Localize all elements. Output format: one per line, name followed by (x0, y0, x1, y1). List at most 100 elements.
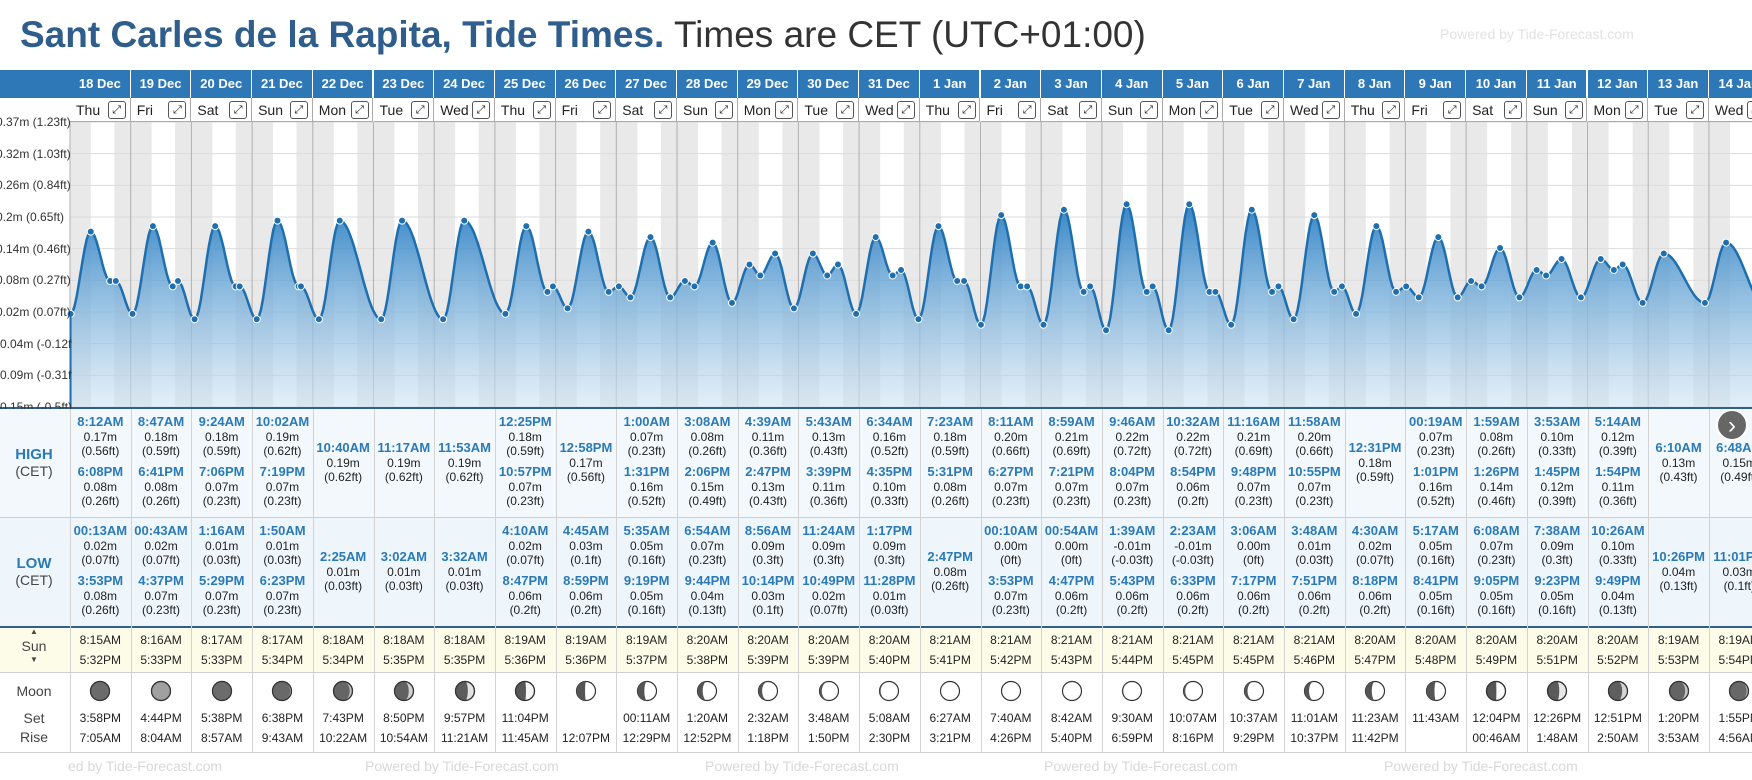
day-date-header[interactable]: 6 Jan (1223, 70, 1284, 98)
day-date-header[interactable]: 7 Jan (1284, 70, 1345, 98)
expand-day-icon[interactable]: ⤢ (775, 101, 794, 119)
day-date-header[interactable]: 9 Jan (1405, 70, 1467, 98)
low-tide-point[interactable] (1227, 320, 1236, 329)
high-tide-point[interactable] (86, 227, 95, 236)
low-tide-point[interactable] (1079, 287, 1088, 296)
expand-day-icon[interactable]: ⤢ (1078, 101, 1097, 119)
low-tide-point[interactable] (690, 282, 699, 291)
low-tide-point[interactable] (252, 315, 261, 324)
day-date-header[interactable]: 24 Dec (434, 70, 495, 98)
high-tide-point[interactable] (1185, 200, 1194, 209)
low-tide-point[interactable] (1330, 287, 1339, 296)
high-tide-point[interactable] (1467, 276, 1476, 285)
low-tide-point[interactable] (727, 298, 736, 307)
low-tide-point[interactable] (231, 282, 240, 291)
high-tide-point[interactable] (1086, 282, 1095, 291)
high-tide-point[interactable] (1310, 211, 1319, 220)
day-date-header[interactable]: 5 Jan (1162, 70, 1224, 98)
powered-by-footer[interactable]: Powered by Tide-Forecast.com (1384, 758, 1578, 774)
low-tide-point[interactable] (888, 271, 897, 280)
high-tide-point[interactable] (1274, 282, 1283, 291)
low-tide-point[interactable] (1164, 326, 1173, 335)
expand-day-icon[interactable]: ⤢ (957, 101, 976, 119)
high-tide-point[interactable] (296, 282, 305, 291)
day-date-header[interactable]: 2 Jan (980, 70, 1042, 98)
high-tide-point[interactable] (960, 276, 969, 285)
high-tide-point[interactable] (614, 282, 623, 291)
day-date-header[interactable]: 11 Jan (1526, 70, 1588, 98)
expand-day-icon[interactable]: ⤢ (1625, 101, 1644, 119)
expand-day-icon[interactable]: ⤢ (289, 101, 308, 119)
day-date-header[interactable]: 27 Dec (616, 70, 677, 98)
day-date-header[interactable]: 20 Dec (191, 70, 253, 98)
powered-by-footer[interactable]: Powered by Tide-Forecast.com (705, 758, 899, 774)
low-tide-point[interactable] (1392, 287, 1401, 296)
low-tide-point[interactable] (1039, 320, 1048, 329)
powered-by-footer[interactable]: Powered by Tide-Forecast.com (1044, 758, 1238, 774)
high-tide-point[interactable] (1247, 205, 1256, 214)
high-tide-point[interactable] (235, 282, 244, 291)
low-tide-point[interactable] (914, 315, 923, 324)
high-tide-point[interactable] (833, 260, 842, 269)
high-tide-point[interactable] (708, 238, 717, 247)
high-tide-point[interactable] (148, 222, 157, 231)
expand-day-icon[interactable]: ⤢ (1321, 101, 1340, 119)
expand-day-icon[interactable]: ⤢ (1564, 101, 1583, 119)
low-tide-point[interactable] (314, 315, 323, 324)
high-tide-point[interactable] (771, 249, 780, 258)
powered-by-top[interactable]: Powered by Tide-Forecast.com (1440, 26, 1634, 42)
low-tide-point[interactable] (377, 315, 386, 324)
day-date-header[interactable]: 25 Dec (494, 70, 556, 98)
day-date-header[interactable]: 12 Jan (1587, 70, 1649, 98)
high-tide-point[interactable] (584, 227, 593, 236)
high-tide-point[interactable] (173, 276, 182, 285)
low-tide-point[interactable] (294, 282, 303, 291)
high-tide-point[interactable] (548, 282, 557, 291)
day-date-header[interactable]: 23 Dec (373, 70, 435, 98)
expand-day-icon[interactable]: ⤢ (229, 101, 248, 119)
high-tide-point[interactable] (646, 233, 655, 242)
powered-by-footer[interactable]: Powered by Tide-Forecast.com (365, 758, 559, 774)
expand-day-icon[interactable]: ⤢ (1503, 101, 1522, 119)
high-tide-point[interactable] (997, 211, 1006, 220)
day-date-header[interactable]: 3 Jan (1041, 70, 1102, 98)
low-tide-point[interactable] (1700, 298, 1709, 307)
high-tide-point[interactable] (1337, 282, 1346, 291)
high-tide-point[interactable] (897, 265, 906, 274)
expand-day-icon[interactable]: ⤢ (654, 101, 672, 119)
expand-day-icon[interactable]: ⤢ (1443, 101, 1462, 119)
low-tide-point[interactable] (852, 309, 861, 318)
low-tide-point[interactable] (1609, 265, 1618, 274)
expand-day-icon[interactable]: ⤢ (168, 101, 187, 119)
low-tide-point[interactable] (1414, 293, 1423, 302)
expand-day-icon[interactable]: ⤢ (714, 101, 733, 119)
low-tide-point[interactable] (1576, 293, 1585, 302)
low-tide-point[interactable] (106, 276, 115, 285)
high-tide-point[interactable] (1596, 255, 1605, 264)
day-date-header[interactable]: 22 Dec (312, 70, 374, 98)
expand-day-icon[interactable]: ⤢ (896, 101, 915, 119)
low-tide-point[interactable] (190, 315, 199, 324)
high-tide-point[interactable] (1722, 238, 1731, 247)
low-tide-point[interactable] (604, 287, 613, 296)
day-date-header[interactable]: 4 Jan (1101, 70, 1163, 98)
low-tide-point[interactable] (128, 309, 137, 318)
low-tide-point[interactable] (976, 320, 985, 329)
low-tide-point[interactable] (1515, 293, 1524, 302)
day-date-header[interactable]: 19 Dec (130, 70, 192, 98)
high-tide-point[interactable] (398, 216, 407, 225)
low-tide-point[interactable] (168, 282, 177, 291)
day-date-header[interactable]: 13 Jan (1648, 70, 1709, 98)
low-tide-point[interactable] (626, 293, 635, 302)
expand-day-icon[interactable]: ⤢ (532, 101, 551, 119)
high-tide-point[interactable] (522, 222, 531, 231)
low-tide-point[interactable] (789, 304, 798, 313)
high-tide-point[interactable] (1372, 222, 1381, 231)
high-tide-point[interactable] (1122, 200, 1131, 209)
low-tide-point[interactable] (756, 271, 765, 280)
low-tide-point[interactable] (1638, 298, 1647, 307)
low-tide-point[interactable] (1142, 287, 1151, 296)
high-tide-point[interactable] (1496, 244, 1505, 253)
low-tide-point[interactable] (501, 309, 510, 318)
expand-day-icon[interactable]: ⤢ (1139, 101, 1158, 119)
